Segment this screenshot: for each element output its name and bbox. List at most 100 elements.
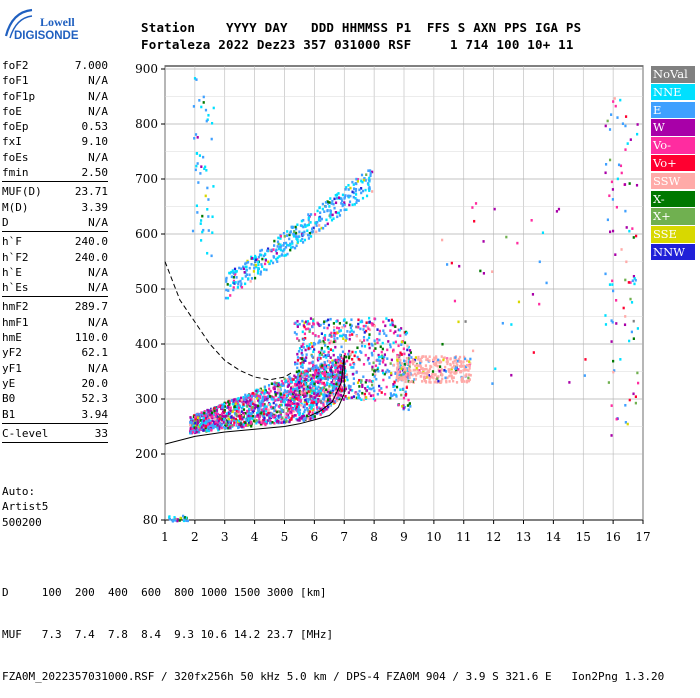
param-value: 2.50 [81, 166, 109, 180]
echo-point [173, 516, 176, 519]
echo-point [212, 409, 215, 412]
echo-point [328, 205, 331, 208]
echo-point [352, 187, 356, 190]
legend-item: NoVal [651, 66, 695, 83]
echo-point [275, 410, 278, 414]
echo-point [396, 334, 399, 337]
echo-point [227, 412, 230, 416]
echo-point [285, 245, 288, 249]
echo-point [261, 257, 264, 261]
echo-point [366, 358, 370, 362]
echo-point [245, 418, 248, 421]
echo-point [349, 186, 352, 190]
x-tick-label: 7 [340, 530, 348, 544]
echo-point [371, 323, 374, 327]
echo-point [189, 416, 192, 419]
echo-point [264, 405, 267, 409]
echo-point [288, 375, 291, 379]
echo-point [326, 345, 329, 349]
param-name: MUF(D) [2, 185, 42, 199]
echo-point [510, 323, 513, 326]
param-value: N/A [88, 265, 108, 279]
echo-point [168, 517, 172, 521]
echo-point [343, 362, 347, 365]
echo-point [400, 343, 403, 346]
echo-point [431, 375, 434, 379]
echo-point [349, 326, 353, 330]
echo-point [624, 124, 627, 128]
echo-point [202, 228, 205, 232]
echo-point [428, 367, 432, 371]
echo-point [332, 202, 335, 206]
echo-point [392, 341, 395, 345]
echo-point [628, 398, 631, 402]
echo-point [327, 360, 331, 363]
echo-point [302, 225, 305, 229]
echo-point [210, 254, 213, 258]
echo-point [322, 397, 325, 401]
echo-point [330, 331, 333, 335]
echo-point [389, 362, 392, 365]
echo-point [294, 361, 297, 365]
echo-point [304, 320, 308, 324]
echo-point [371, 190, 374, 193]
echo-point [333, 337, 336, 340]
param-row: foF1 N/A [2, 73, 108, 88]
echo-point [338, 387, 342, 391]
echo-point [610, 113, 613, 116]
echo-point [288, 377, 291, 381]
echo-point [329, 366, 332, 370]
echo-point [361, 196, 365, 200]
echo-point [328, 201, 331, 204]
echo-point [324, 370, 328, 374]
echo-point [606, 119, 609, 123]
echo-point [413, 358, 417, 362]
echo-point [384, 324, 387, 328]
echo-point [636, 132, 639, 136]
echo-point [281, 416, 284, 420]
header-labels: Station YYYY DAY DDD HHMMSS P1 FFS S AXN… [141, 20, 582, 35]
echo-point [211, 215, 214, 219]
echo-point [314, 391, 318, 395]
echo-point [538, 302, 541, 306]
echo-point [280, 400, 283, 403]
param-value: N/A [88, 315, 108, 329]
echo-point [193, 419, 196, 423]
echo-point [303, 223, 307, 227]
echo-point [355, 325, 358, 329]
echo-point [311, 401, 314, 405]
echo-point [308, 232, 312, 235]
echo-point [237, 407, 240, 411]
echo-point [259, 270, 263, 274]
echo-point [266, 413, 269, 417]
echo-point [341, 204, 344, 208]
echo-point [336, 373, 339, 376]
echo-point [258, 421, 261, 424]
echo-point [250, 397, 253, 401]
echo-point [444, 365, 447, 369]
echo-point [279, 396, 282, 399]
echo-point [293, 387, 297, 391]
echo-point [353, 203, 356, 206]
echo-point [353, 362, 356, 366]
echo-point [310, 403, 313, 407]
echo-point [333, 332, 336, 335]
echo-point [451, 360, 455, 364]
echo-point [329, 369, 332, 372]
echo-point [349, 323, 352, 327]
echo-point [636, 327, 639, 330]
echo-point [458, 264, 461, 268]
echo-point [307, 388, 310, 391]
echo-point [198, 430, 201, 434]
echo-point [319, 219, 322, 222]
echo-point [532, 351, 535, 354]
param-row: h`F2 240.0 [2, 250, 108, 265]
echo-point [383, 372, 386, 376]
echo-point [428, 380, 431, 384]
echo-point [339, 393, 342, 397]
echo-point [295, 402, 298, 406]
echo-point [611, 198, 614, 201]
echo-point [304, 348, 307, 352]
echo-point [327, 318, 330, 322]
echo-point [390, 358, 393, 362]
